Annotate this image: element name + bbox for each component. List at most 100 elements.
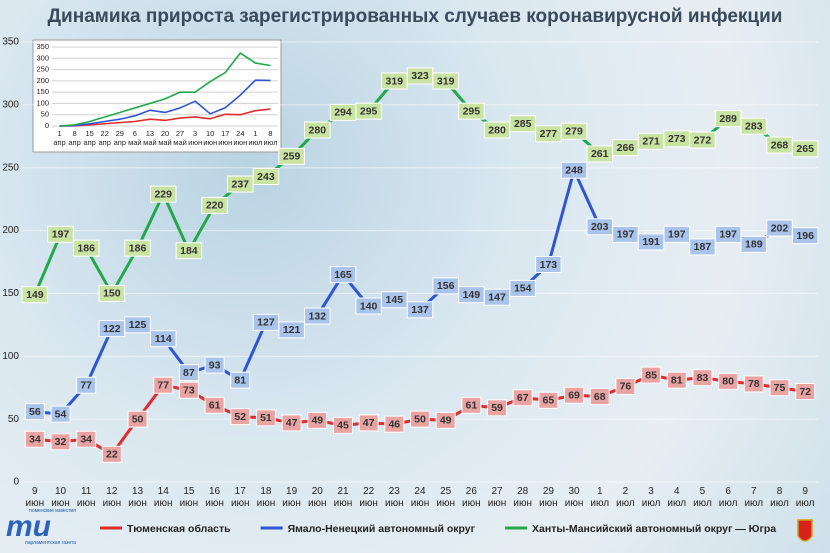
y-tick-label: 0 xyxy=(45,121,49,130)
data-label-box xyxy=(98,284,126,302)
data-label-box xyxy=(50,433,71,451)
x-tick-label: 20 май xyxy=(158,129,172,147)
data-label: 80 xyxy=(722,376,734,388)
series-line xyxy=(59,108,271,127)
data-label: 77 xyxy=(157,379,169,391)
data-label-box xyxy=(21,286,49,304)
data-label: 73 xyxy=(183,385,195,397)
data-label-box xyxy=(76,376,97,394)
data-label-box xyxy=(50,405,71,423)
x-tick-label: 27 май xyxy=(173,129,187,147)
data-label-box xyxy=(47,225,74,243)
data-label-box xyxy=(332,416,353,434)
data-label-box xyxy=(72,239,100,257)
y-tick-label: 350 xyxy=(2,37,19,48)
data-label: 81 xyxy=(671,374,683,386)
data-label: 187 xyxy=(694,241,712,253)
x-tick-label: 18 июн xyxy=(256,486,276,509)
x-tick-label: 8 июл xyxy=(263,129,278,147)
data-label-box xyxy=(718,372,739,390)
data-label-box xyxy=(461,396,482,414)
data-label-box xyxy=(740,117,768,135)
data-label: 32 xyxy=(55,436,67,448)
data-label-box xyxy=(689,131,716,149)
data-label: 125 xyxy=(129,319,147,331)
data-label: 137 xyxy=(411,304,429,316)
data-label: 72 xyxy=(799,386,811,398)
x-tick-label: 3 июл xyxy=(641,486,661,509)
x-tick-label: 16 июн xyxy=(205,486,224,509)
data-label-box xyxy=(564,386,585,404)
data-label: 173 xyxy=(540,259,558,271)
data-label-box xyxy=(149,185,177,203)
data-label-box xyxy=(666,371,687,389)
data-label: 165 xyxy=(334,269,352,281)
data-label: 54 xyxy=(55,408,67,420)
y-tick-label: 50 xyxy=(8,414,20,425)
chart-title: Динамика прироста зарегистрированных слу… xyxy=(47,6,783,27)
x-tick-label: 23 июн xyxy=(385,486,404,509)
data-label: 197 xyxy=(668,229,686,241)
data-label: 46 xyxy=(388,418,400,430)
data-label: 319 xyxy=(386,75,404,87)
data-label: 34 xyxy=(29,434,41,446)
data-label: 50 xyxy=(414,413,426,425)
y-tick-label: 200 xyxy=(2,225,19,236)
data-label: 243 xyxy=(257,171,275,183)
data-label: 69 xyxy=(568,390,580,402)
data-label: 56 xyxy=(29,406,41,418)
data-label-box xyxy=(355,102,382,120)
logo-mark: ти xyxy=(6,510,51,543)
data-label-box xyxy=(538,391,559,409)
data-label-box xyxy=(230,408,251,426)
data-label-box xyxy=(101,445,122,463)
logo-line: парламентская газета xyxy=(25,540,76,546)
data-label: 248 xyxy=(565,165,583,177)
data-label: 114 xyxy=(155,333,172,345)
data-label-box xyxy=(24,430,45,448)
series-line xyxy=(59,52,271,127)
data-label-box xyxy=(535,256,562,274)
data-label: 261 xyxy=(591,148,609,160)
y-tick-label: 100 xyxy=(2,351,19,362)
data-label: 61 xyxy=(209,400,221,412)
x-tick-label: 13 май xyxy=(143,129,157,147)
x-tick-label: 12 июн xyxy=(102,486,122,509)
data-label-box xyxy=(512,389,533,407)
data-label: 51 xyxy=(260,412,272,424)
data-label-box xyxy=(329,266,357,284)
data-label: 196 xyxy=(796,230,814,242)
data-label: 277 xyxy=(540,128,558,140)
data-label-box xyxy=(740,235,768,253)
x-tick-label: 10 июн xyxy=(51,486,70,509)
data-label-box xyxy=(435,411,456,429)
x-tick-label: 27 июн xyxy=(487,486,507,509)
data-label-box xyxy=(304,121,331,139)
data-label: 87 xyxy=(183,367,195,379)
data-label-box xyxy=(204,356,225,374)
legend-label: Тюменская область xyxy=(127,523,231,535)
data-label: 81 xyxy=(234,374,246,386)
x-tick-label: 6 июл xyxy=(718,486,738,509)
data-label-box xyxy=(615,377,636,395)
x-tick-label: 13 июн xyxy=(128,486,147,509)
data-label-box xyxy=(432,72,459,90)
data-label: 197 xyxy=(52,229,70,241)
x-tick-label: 22 апр xyxy=(98,129,111,147)
emblem xyxy=(797,519,813,542)
x-tick-label: 26 июн xyxy=(462,486,481,509)
x-tick-label: 7 июл xyxy=(744,486,764,509)
data-label: 85 xyxy=(645,369,657,381)
x-tick-label: 24 июн xyxy=(233,129,248,147)
x-tick-label: 30 июн xyxy=(564,486,584,509)
x-tick-label: 29 апр xyxy=(113,129,126,147)
data-label: 154 xyxy=(514,283,532,295)
data-label-box xyxy=(663,225,691,243)
data-label: 280 xyxy=(488,124,506,136)
x-tick-label: 21 июн xyxy=(333,486,353,509)
data-label-box xyxy=(252,168,280,186)
data-label-box xyxy=(795,382,816,400)
data-label: 122 xyxy=(103,323,121,335)
data-label-box xyxy=(589,388,610,406)
